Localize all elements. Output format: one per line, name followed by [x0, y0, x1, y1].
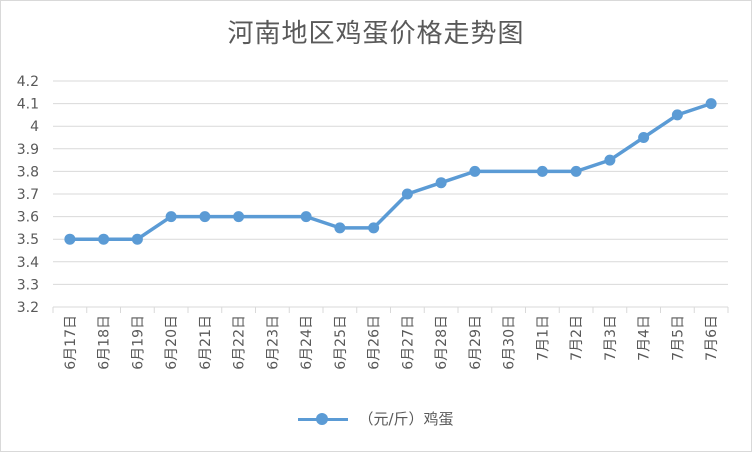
series-line: [69, 101, 712, 241]
data-point: [705, 98, 717, 110]
data-point: [233, 211, 245, 223]
y-tick-label: 3.4: [17, 255, 39, 271]
x-tick-label: 7月6日: [704, 315, 720, 361]
data-point: [671, 109, 683, 121]
data-point: [199, 211, 211, 223]
data-point: [98, 233, 110, 245]
x-tick-label: 7月3日: [603, 315, 619, 361]
chart-title: 河南地区鸡蛋价格走势图: [227, 19, 525, 49]
x-tick-label: 6月21日: [198, 315, 214, 370]
data-point: [570, 165, 582, 177]
x-tick-label: 7月2日: [569, 315, 585, 361]
x-tick-label: 6月20日: [164, 315, 180, 370]
data-point: [536, 165, 548, 177]
legend-dot: [316, 412, 329, 425]
y-tick-label: 4.2: [17, 74, 39, 90]
data-point: [64, 233, 76, 245]
x-tick-label: 6月27日: [400, 315, 416, 370]
data-point: [401, 188, 413, 200]
x-tick-label: 6月19日: [130, 315, 146, 370]
y-tick-label: 3.7: [17, 187, 39, 203]
x-tick-label: 6月17日: [63, 315, 79, 370]
legend-marker: [298, 412, 349, 425]
x-tick-label: 6月24日: [299, 315, 315, 370]
y-tick-label: 3.6: [17, 210, 39, 226]
data-point: [368, 222, 380, 234]
x-tick-label: 7月1日: [535, 315, 551, 361]
y-tick-label: 4.1: [17, 97, 39, 113]
x-tick-label: 6月29日: [468, 315, 484, 370]
data-point: [300, 211, 312, 223]
y-tick-label: 4: [30, 119, 39, 135]
legend: （元/斤）鸡蛋: [1, 408, 751, 429]
y-tick-label: 3.5: [17, 232, 39, 248]
data-point: [165, 211, 177, 223]
data-point: [638, 132, 650, 143]
x-tick-label: 6月22日: [232, 315, 248, 370]
y-tick-label: 3.2: [17, 300, 39, 316]
data-point: [604, 154, 616, 166]
x-tick-label: 6月30日: [502, 315, 518, 370]
x-tick-label: 6月23日: [265, 315, 281, 370]
data-point: [469, 165, 481, 177]
y-tick-label: 3.9: [17, 142, 39, 158]
x-tick-label: 6月25日: [333, 315, 349, 370]
y-tick-label: 3.3: [17, 277, 39, 293]
data-point: [435, 177, 447, 189]
x-tick-label: 6月28日: [434, 315, 450, 370]
x-tick-label: 7月5日: [670, 315, 686, 361]
x-tick-label: 6月26日: [367, 315, 383, 370]
y-tick-label: 3.8: [17, 164, 39, 180]
x-tick-label: 6月18日: [97, 315, 113, 370]
data-point: [334, 222, 346, 234]
data-point: [131, 233, 143, 245]
x-tick-label: 7月4日: [637, 315, 653, 361]
legend-label: （元/斤）鸡蛋: [358, 410, 454, 428]
line-chart: 3.2 3.3 3.4 3.5 3.6 3.7 3.8 3.9 4 4.1 4.2 6月17日 6月18…: [17, 74, 729, 370]
